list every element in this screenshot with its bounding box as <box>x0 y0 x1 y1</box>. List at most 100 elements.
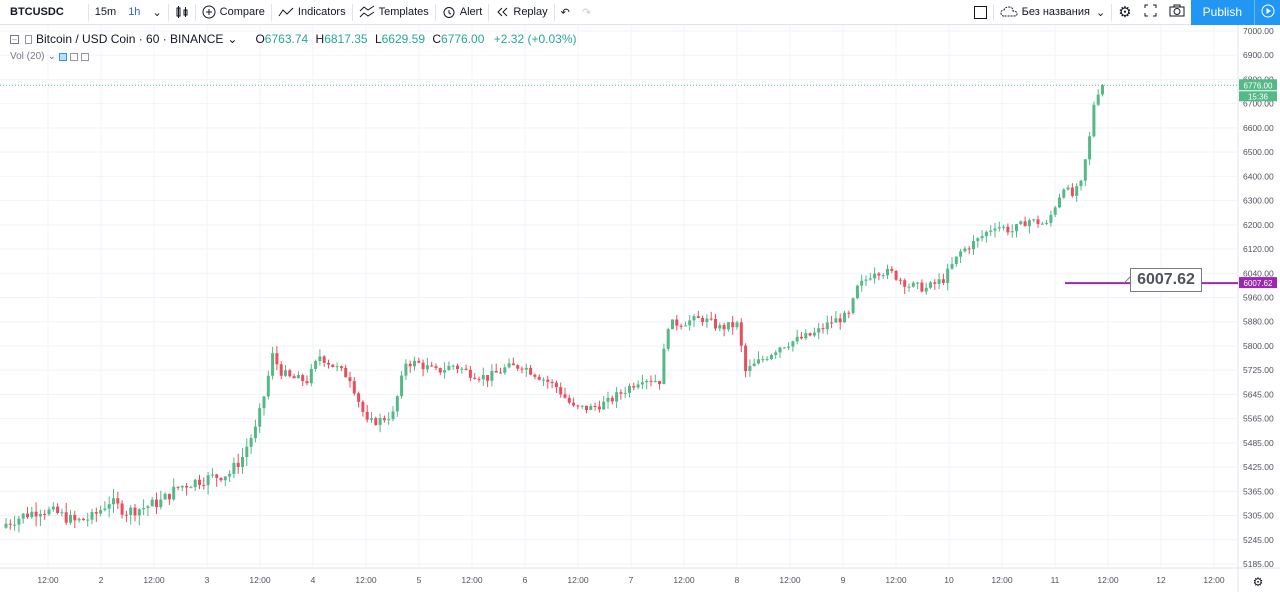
fullscreen-button[interactable] <box>1138 0 1163 25</box>
axis-settings-icon[interactable]: ⚙ <box>1253 575 1264 589</box>
collapse-icon[interactable]: – <box>10 34 19 44</box>
candle-body <box>47 509 51 515</box>
candle-body <box>907 286 911 288</box>
candle-body <box>90 512 94 520</box>
candle-body <box>567 397 571 403</box>
timeframe-15m[interactable]: 15m <box>94 6 117 18</box>
candle-body <box>365 411 369 420</box>
candle-body <box>1070 187 1074 196</box>
templates-button[interactable]: Templates <box>353 0 435 25</box>
candle-body <box>632 386 636 388</box>
series-title[interactable]: Bitcoin / USD Coin · 60 · BINANCE <box>36 32 224 46</box>
undo-button[interactable]: ↶ <box>555 0 576 25</box>
y-tick-label: 5645.00 <box>1243 389 1274 399</box>
x-tick-label: 12:00 <box>1097 575 1119 585</box>
candle-body <box>1058 197 1061 208</box>
plus-circle-icon <box>202 5 216 19</box>
gear-icon: ⚙ <box>1118 4 1132 21</box>
candle-body <box>662 348 666 385</box>
x-tick-label: 11 <box>1051 575 1060 585</box>
chevron-down-icon: ⌄ <box>1095 6 1106 19</box>
candle-body <box>542 379 545 381</box>
x-tick-label: 12:00 <box>249 575 271 585</box>
candle-body <box>219 477 223 481</box>
layout-name-button[interactable]: Без названия ⌄ <box>994 0 1112 25</box>
alert-button[interactable]: Alert <box>436 0 489 25</box>
x-tick-label: 12:00 <box>461 575 483 585</box>
candle-body <box>309 368 313 384</box>
candle-body <box>830 322 834 324</box>
candle-body <box>511 363 515 366</box>
candle-body <box>13 524 17 526</box>
snapshot-button[interactable] <box>1163 0 1191 25</box>
candle-body <box>142 507 146 510</box>
chart-area[interactable]: 7000.006900.006800.006700.006600.006500.… <box>0 25 1280 592</box>
volume-label[interactable]: Vol (20) <box>10 51 45 62</box>
candle-body <box>404 363 408 376</box>
y-tick-label: 6700.00 <box>1243 99 1274 109</box>
y-tick-label: 6120.00 <box>1243 244 1274 254</box>
candle-body <box>438 368 442 373</box>
candle-body <box>1036 219 1040 224</box>
symbol-search[interactable]: BTCUSDC <box>10 6 64 18</box>
candle-body <box>984 231 988 237</box>
timeframe-dropdown[interactable]: ⌄ <box>146 0 167 25</box>
compare-button[interactable]: Compare <box>196 0 271 25</box>
settings-small-icon[interactable] <box>69 52 78 61</box>
candle-body <box>69 514 72 523</box>
candle-body <box>658 380 662 385</box>
candle-body <box>808 333 812 336</box>
candle-body <box>1066 187 1070 190</box>
candle-body <box>124 514 128 516</box>
candle-body <box>288 370 292 377</box>
close-small-icon[interactable] <box>80 52 89 61</box>
last-price-badge[interactable] <box>1239 79 1277 91</box>
candle-body <box>1015 224 1018 232</box>
candle-body <box>529 367 533 375</box>
y-tick-label: 7000.00 <box>1243 26 1274 36</box>
candle-body <box>701 317 705 323</box>
candle-body <box>361 401 365 412</box>
play-button[interactable] <box>1254 0 1280 25</box>
candle-body <box>640 382 644 385</box>
candle-body <box>481 375 485 380</box>
fullscreen-select-button[interactable] <box>968 0 993 25</box>
candle-body <box>683 325 687 327</box>
candle-body <box>447 365 451 371</box>
candle-body <box>886 268 889 276</box>
chevron-down-icon[interactable]: ⌄ <box>47 51 56 62</box>
indicators-label: Indicators <box>297 6 346 18</box>
candle-body <box>133 507 137 516</box>
settings-button[interactable]: ⚙ <box>1112 0 1137 25</box>
chevron-down-icon[interactable]: ⌄ <box>227 32 238 46</box>
candle-body <box>146 506 150 508</box>
price-chart[interactable]: 7000.006900.006800.006700.006600.006500.… <box>0 25 1280 592</box>
candle-body <box>163 493 167 500</box>
publish-button[interactable]: Publish <box>1190 0 1254 25</box>
candle-body <box>507 363 511 368</box>
chevron-down-icon: ⌄ <box>152 6 162 19</box>
candle-body <box>916 282 920 284</box>
toolbar-divider <box>434 3 436 21</box>
candle-body <box>215 474 219 478</box>
price-axis[interactable] <box>1238 25 1280 592</box>
ohlc-values: O6763.74 H6817.35 L6629.59 C6776.00 +2.3… <box>255 32 577 46</box>
candle-body <box>722 325 726 330</box>
line-price-badge[interactable] <box>1239 277 1277 289</box>
chart-type-button[interactable] <box>169 0 195 25</box>
candle-body <box>370 418 373 420</box>
y-tick-label: 6500.00 <box>1243 147 1274 157</box>
candle-body <box>610 397 614 402</box>
redo-button[interactable]: ↷ <box>576 0 597 25</box>
candle-body <box>374 418 378 425</box>
candle-body <box>223 476 227 481</box>
timeframe-1h[interactable]: 1h <box>128 6 141 18</box>
price-callout[interactable]: 6007.62 <box>1130 268 1202 292</box>
candle-body <box>1075 186 1079 196</box>
y-tick-label: 5245.00 <box>1243 535 1274 545</box>
replay-button[interactable]: Replay <box>489 0 553 25</box>
indicators-button[interactable]: Indicators <box>272 0 352 25</box>
candle-body <box>1049 214 1053 223</box>
visibility-icon[interactable] <box>58 52 67 61</box>
candle-body <box>180 485 184 488</box>
